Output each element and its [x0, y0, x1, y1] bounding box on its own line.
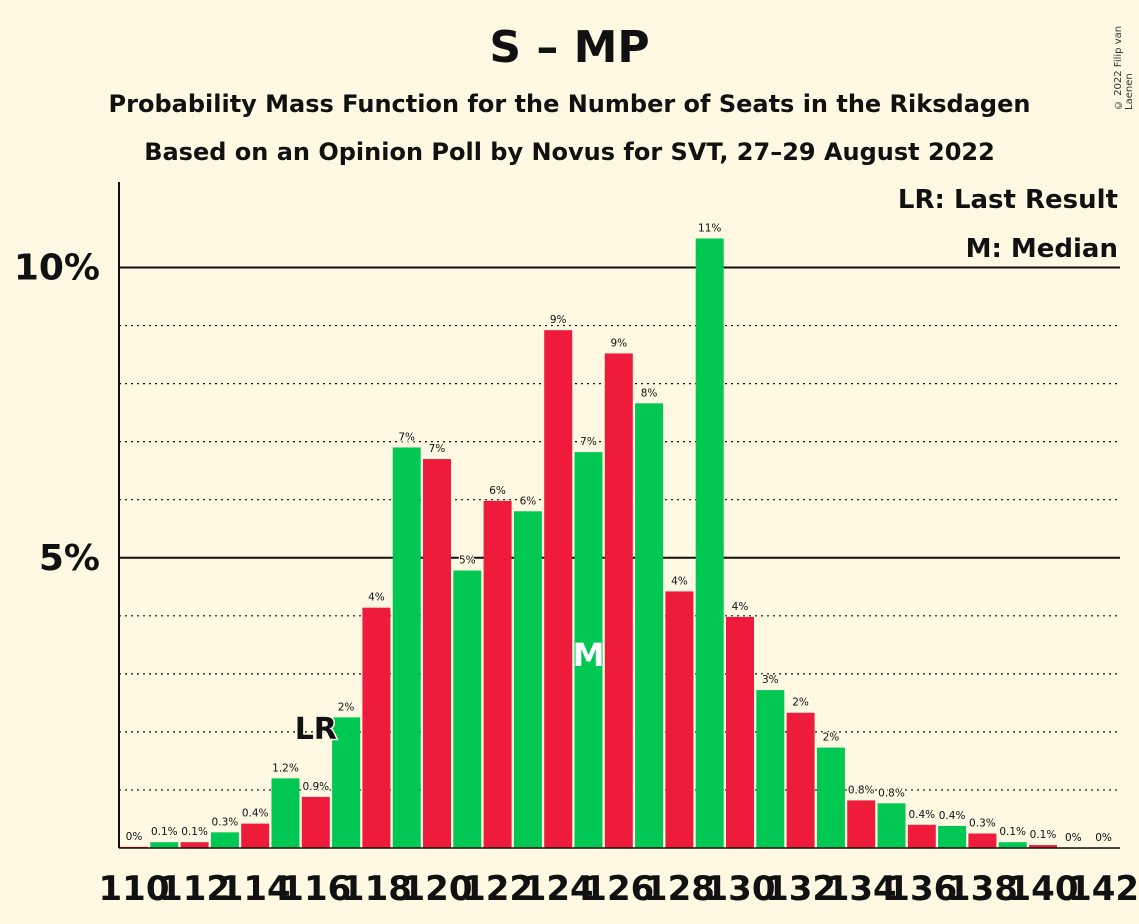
bar: [513, 511, 542, 848]
x-tick-label: 120: [402, 869, 473, 909]
legend-last-result: LR: Last Result: [898, 185, 1118, 215]
median-marker: M: [573, 636, 605, 674]
x-tick-label: 132: [765, 869, 836, 909]
x-tick-label: 138: [947, 869, 1018, 909]
bar-value-label: 0.8%: [878, 787, 905, 799]
legend-median: M: Median: [966, 234, 1118, 264]
bar-value-label: 0.4%: [939, 810, 966, 822]
bar-value-label: 1.2%: [272, 762, 299, 774]
bar-value-label: 0.1%: [999, 826, 1026, 838]
bar-value-label: 7%: [398, 431, 415, 443]
bar-value-label: 0.9%: [302, 781, 329, 793]
bar: [483, 500, 512, 848]
bar-value-label: 2%: [823, 732, 840, 744]
bar-value-label: 4%: [671, 575, 688, 587]
bar-value-label: 9%: [610, 337, 627, 349]
bar-value-label: 0.1%: [181, 826, 208, 838]
x-tick-label: 118: [341, 869, 412, 909]
bar: [271, 778, 300, 848]
bar-value-label: 0%: [1065, 832, 1082, 844]
y-tick-label: 10%: [14, 248, 100, 289]
bars: [120, 238, 1118, 849]
bar: [604, 353, 633, 848]
bar: [877, 803, 906, 848]
bar-value-label: 2%: [338, 701, 355, 713]
bar-value-label: 0%: [1095, 832, 1112, 844]
x-tick-label: 128: [644, 869, 715, 909]
bar-value-label: 0.3%: [969, 817, 996, 829]
x-tick-label: 136: [886, 869, 957, 909]
bar: [150, 842, 179, 848]
bar-value-label: 0.4%: [242, 808, 269, 820]
x-axis-tick-labels: 1101121141161181201221241261281301321341…: [99, 869, 1139, 909]
x-tick-label: 116: [280, 869, 351, 909]
chart-title: S – MP: [489, 22, 650, 73]
bar: [695, 238, 724, 849]
bar-value-label: 11%: [698, 222, 721, 234]
x-tick-label: 124: [523, 869, 594, 909]
x-tick-label: 140: [1008, 869, 1079, 909]
bar: [968, 833, 997, 848]
bar: [392, 447, 421, 848]
x-tick-label: 122: [462, 869, 533, 909]
chart-subtitle: Probability Mass Function for the Number…: [108, 90, 1031, 118]
bar-value-label: 2%: [792, 697, 809, 709]
bar: [1029, 845, 1057, 848]
chart-source-subtitle: Based on an Opinion Poll by Novus for SV…: [144, 138, 995, 166]
bar: [847, 800, 876, 848]
bar-value-label: 0%: [126, 831, 143, 843]
bar-value-labels: 0% 0.1% 0.1%0.3%0.4%1.2%0.9%2%4%7%7%5%6%6%…: [124, 221, 1113, 845]
bar-value-label: 7%: [580, 436, 597, 448]
bar: [907, 824, 936, 848]
bar-value-label: 4%: [368, 592, 385, 604]
x-tick-label: 114: [220, 869, 291, 909]
bar-value-label: 5%: [459, 555, 476, 567]
y-tick-label: 5%: [39, 538, 100, 579]
bar-value-label: 6%: [489, 485, 506, 497]
bar: [453, 570, 482, 848]
markers: LR M: [293, 636, 605, 748]
bar: [210, 832, 239, 848]
bar-value-label: 9%: [550, 314, 567, 326]
bar-value-label: 8%: [641, 387, 658, 399]
grid-lines: [119, 266, 1120, 791]
y-axis-tick-labels: 5% 10%: [14, 248, 100, 579]
bar: [574, 452, 603, 848]
bar: [362, 607, 391, 848]
bar: [423, 459, 451, 848]
bar: [756, 690, 785, 848]
bar-value-label: 0.1%: [1030, 829, 1057, 841]
x-tick-label: 126: [583, 869, 654, 909]
bar: [998, 842, 1027, 848]
bar-value-label: 0.4%: [908, 809, 935, 821]
bar: [816, 747, 845, 848]
bar: [938, 825, 967, 848]
bar: [544, 330, 573, 849]
bar: [635, 403, 664, 848]
x-tick-label: 134: [826, 869, 897, 909]
bar: [332, 717, 361, 848]
x-tick-label: 130: [705, 869, 776, 909]
bar: [180, 842, 209, 848]
x-tick-label: 110: [99, 869, 170, 909]
bar-value-label: 4%: [732, 601, 749, 613]
bar-value-label: 0.8%: [848, 784, 875, 796]
bar: [726, 616, 754, 848]
x-tick-label: 112: [159, 869, 230, 909]
x-tick-label: 142: [1068, 869, 1139, 909]
bar: [241, 823, 270, 848]
bar-value-label: 0.3%: [212, 816, 239, 828]
bar-value-label: 0.1%: [151, 826, 178, 838]
bar-value-label: 7%: [429, 443, 446, 455]
last-result-marker: LR: [295, 712, 337, 747]
bar: [301, 796, 330, 848]
bar: [786, 712, 815, 848]
bar: [665, 591, 694, 848]
bar-value-label: 6%: [520, 495, 537, 507]
bar-value-label: 3%: [762, 674, 779, 686]
